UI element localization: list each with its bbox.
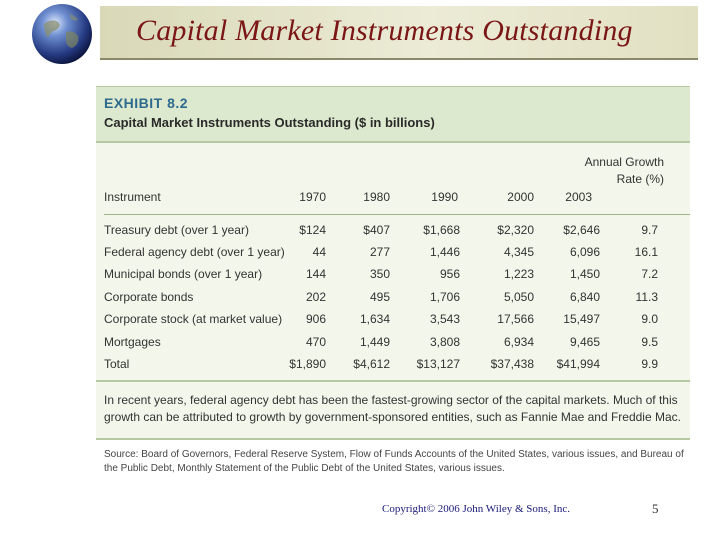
table-cell: Corporate bonds	[104, 290, 194, 304]
column-header-1980: 1980	[363, 190, 390, 204]
table-cell: $1,890	[289, 357, 326, 371]
table-cell: Total	[104, 357, 130, 371]
table-cell: 277	[369, 245, 390, 259]
table-cell: 1,449	[359, 335, 390, 349]
exhibit-panel: EXHIBIT 8.2 Capital Market Instruments O…	[96, 86, 690, 440]
globe-icon	[32, 4, 92, 64]
table-cell: 16.1	[634, 245, 658, 259]
exhibit-source: Source: Board of Governors, Federal Rese…	[104, 449, 684, 474]
table-cell: 1,450	[569, 267, 600, 281]
note-divider	[96, 380, 690, 382]
table-cell: 956	[439, 267, 460, 281]
page-number: 5	[652, 501, 659, 516]
table-cell: 1,223	[503, 267, 534, 281]
column-header-2003: 2003	[565, 190, 592, 204]
table-cell: 3,543	[429, 312, 460, 326]
table-cell: Corporate stock (at market value)	[104, 312, 283, 326]
column-header-2000: 2000	[507, 190, 534, 204]
title-divider	[100, 58, 698, 60]
table-cell: Municipal bonds (over 1 year)	[104, 267, 263, 281]
exhibit-note: In recent years, federal agency debt has…	[104, 393, 681, 424]
table-cell: 11.3	[635, 290, 658, 304]
table-cell: 44	[312, 245, 326, 259]
table-cell: 6,096	[569, 245, 600, 259]
table-cell: 9.7	[641, 223, 658, 237]
table-cell: $407	[363, 223, 390, 237]
column-header-1990: 1990	[431, 190, 458, 204]
table-cell: 906	[305, 312, 326, 326]
table-cell: 7.2	[641, 267, 658, 281]
table-cell: 9,465	[569, 335, 600, 349]
exhibit-label: EXHIBIT 8.2	[104, 95, 189, 111]
table-cell: 1,706	[429, 290, 460, 304]
table-cell: 350	[369, 267, 390, 281]
table-cell: $124	[299, 223, 326, 237]
table-cell: $2,646	[563, 223, 600, 237]
copyright-notice: Copyright© 2006 John Wiley & Sons, Inc.	[382, 503, 570, 515]
table-cell: 144	[305, 267, 326, 281]
table-cell: 4,345	[503, 245, 534, 259]
table-cell: 5,050	[503, 290, 534, 304]
header-divider	[104, 214, 690, 215]
column-header-1970: 1970	[299, 190, 326, 204]
table-cell: 9.9	[641, 357, 658, 371]
slide-title: Capital Market Instruments Outstanding	[136, 14, 633, 47]
table-cell: $13,127	[416, 357, 460, 371]
table-cell: 6,934	[503, 335, 534, 349]
title-bar	[100, 6, 698, 58]
table-cell: 1,634	[359, 312, 390, 326]
table-cell: $1,668	[423, 223, 460, 237]
table-cell: Treasury debt (over 1 year)	[104, 223, 249, 237]
table-cell: 202	[305, 290, 326, 304]
table-cell: $2,320	[497, 223, 534, 237]
table-cell: $37,438	[490, 357, 534, 371]
table-cell: Federal agency debt (over 1 year)	[104, 245, 285, 259]
column-header-instrument: Instrument	[104, 190, 161, 204]
table-cell: 495	[369, 290, 390, 304]
table-cell: 3,808	[429, 335, 460, 349]
table-cell: $4,612	[353, 357, 390, 371]
column-header-growth-rate: Annual Growth Rate (%)	[584, 155, 664, 186]
table-cell: $41,994	[556, 357, 600, 371]
exhibit-header: EXHIBIT 8.2 Capital Market Instruments O…	[96, 86, 690, 143]
exhibit-bottom-rule	[96, 438, 690, 440]
table-cell: 17,566	[497, 312, 534, 326]
table-cell: 1,446	[429, 245, 460, 259]
table-cell: 9.0	[641, 312, 658, 326]
exhibit-title: Capital Market Instruments Outstanding (…	[104, 115, 435, 130]
table-cell: 15,497	[563, 312, 600, 326]
table-cell: 9.5	[641, 335, 658, 349]
table-cell: 470	[305, 335, 326, 349]
table-cell: Mortgages	[104, 335, 161, 349]
table-cell: 6,840	[569, 290, 600, 304]
